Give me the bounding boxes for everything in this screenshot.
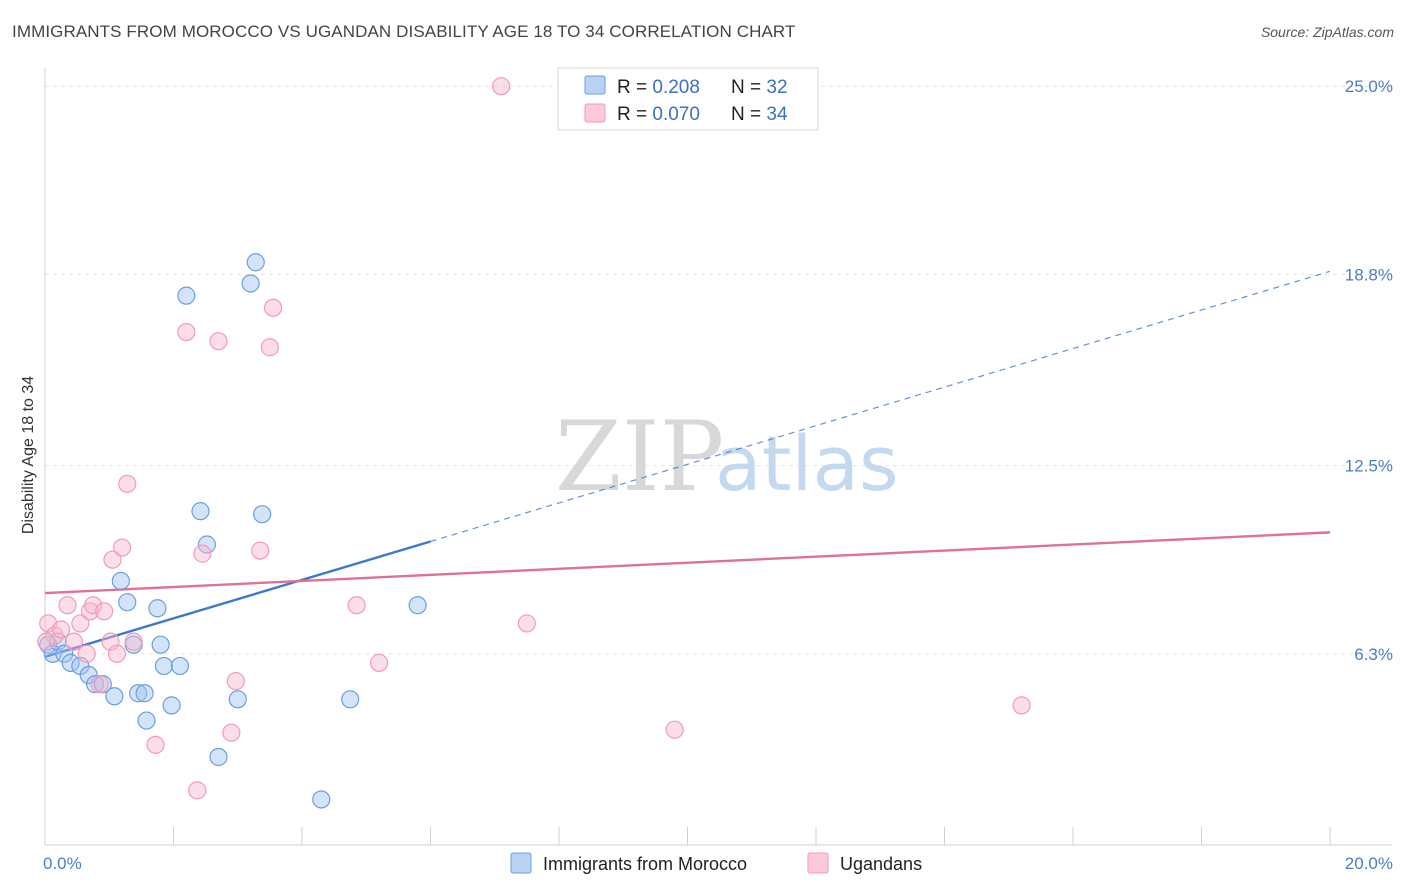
point-series0-21	[177, 286, 196, 305]
legend-r-label-ugandans: R =	[617, 104, 652, 125]
chart-source: Source: ZipAtlas.com	[1260, 24, 1394, 40]
point-series1-33	[37, 632, 56, 651]
point-series0-15	[137, 711, 156, 730]
point-series1-17	[146, 735, 165, 754]
legend-r-value-morocco: 0.208	[652, 77, 700, 98]
point-series1-29	[492, 77, 511, 96]
svg-text:N = 32: N = 32	[731, 77, 788, 98]
point-series0-13	[129, 684, 148, 703]
point-series1-13	[107, 644, 127, 663]
y-tick-label-1: 12.5%	[1345, 457, 1393, 476]
grid-lines	[45, 85, 1392, 655]
svg-text:N = 34: N = 34	[731, 104, 788, 125]
point-series0-18	[154, 656, 173, 676]
point-series1-9	[90, 675, 109, 694]
point-series1-30	[517, 614, 536, 633]
point-series0-9	[105, 687, 124, 706]
trend-line-morocco-dashed	[430, 270, 1331, 543]
legend-n-label-ugandans: N =	[731, 104, 766, 125]
point-series1-22	[222, 723, 241, 742]
point-series1-6	[77, 644, 96, 663]
point-series0-27	[246, 253, 265, 272]
legend-n-value-ugandans: 34	[766, 104, 788, 125]
trend-lines	[44, 270, 1331, 658]
point-series0-3	[55, 644, 74, 663]
legend-swatch-ugandans	[584, 103, 606, 123]
point-series1-20	[193, 544, 212, 563]
point-series0-22	[191, 502, 210, 521]
point-series0-7	[86, 675, 105, 694]
watermark-zip: ZIP	[555, 401, 724, 513]
point-series1-21	[209, 332, 228, 351]
svg-text:R = 0.070: R = 0.070	[617, 104, 700, 125]
x-tick-label-1: 20.0%	[1345, 854, 1393, 873]
point-series1-16	[124, 632, 143, 651]
point-series1-4	[64, 632, 84, 651]
point-series0-10	[111, 571, 130, 591]
point-series0-16	[148, 599, 167, 618]
bottom-legend-swatch-ugandans	[807, 852, 829, 874]
legend-r-label-morocco: R =	[617, 77, 652, 98]
bottom-legend-label-morocco: Immigrants from Morocco	[543, 854, 747, 874]
trend-line-ugandans	[44, 531, 1331, 595]
point-series1-24	[251, 541, 270, 560]
y-tick-label-3: 25.0%	[1345, 77, 1393, 96]
x-tick-label-0: 0.0%	[43, 854, 82, 873]
point-series1-12	[103, 550, 122, 569]
point-series1-15	[118, 474, 137, 493]
data-points	[37, 77, 1031, 809]
y-tick-label-0: 6.3%	[1354, 645, 1393, 664]
bottom-legend-swatch-morocco	[510, 852, 532, 874]
axes	[44, 68, 1392, 846]
legend-r-value-ugandans: 0.070	[652, 104, 700, 125]
point-series1-5	[71, 614, 90, 633]
point-series0-31	[408, 596, 427, 615]
point-series1-28	[370, 653, 389, 672]
bottom-legend-label-ugandans: Ugandans	[840, 854, 922, 874]
point-series0-29	[312, 790, 331, 809]
point-series1-27	[347, 596, 366, 615]
point-series1-23	[226, 672, 245, 691]
point-series1-3	[58, 596, 77, 615]
point-series1-19	[188, 781, 207, 800]
point-series0-17	[151, 635, 170, 654]
point-series0-25	[228, 690, 247, 709]
point-series1-10	[95, 602, 114, 621]
point-series1-18	[177, 322, 196, 342]
point-series0-28	[253, 505, 272, 524]
legend-swatch-morocco	[584, 75, 606, 95]
point-series0-19	[162, 696, 181, 715]
point-series0-11	[118, 593, 137, 612]
point-series1-26	[263, 298, 283, 317]
point-series1-25	[260, 338, 279, 357]
correlation-legend: R = 0.208 N = 32 R = 0.070 N = 34	[557, 67, 819, 131]
point-series0-26	[241, 274, 260, 293]
point-series0-23	[197, 535, 217, 554]
point-series0-30	[341, 690, 360, 709]
point-series1-2	[51, 620, 71, 639]
legend-n-value-morocco: 32	[766, 77, 787, 98]
y-tick-label-2: 18.8%	[1345, 265, 1393, 284]
chart-title: IMMIGRANTS FROM MOROCCO VS UGANDAN DISAB…	[12, 22, 796, 41]
series-legend: Immigrants from Morocco Ugandans	[510, 852, 922, 874]
y-tick-labels: 6.3% 12.5% 18.8% 25.0%	[1345, 77, 1393, 664]
point-series0-14	[135, 684, 154, 703]
point-series1-8	[84, 596, 103, 615]
svg-text:R = 0.208: R = 0.208	[617, 77, 700, 98]
point-series1-14	[112, 538, 132, 557]
legend-n-label-morocco: N =	[731, 77, 766, 98]
watermark-atlas: atlas	[715, 419, 899, 508]
y-axis-label: Disability Age 18 to 34	[20, 376, 37, 534]
point-series1-31	[665, 720, 684, 739]
point-series0-24	[209, 747, 228, 767]
point-series1-32	[1012, 696, 1031, 715]
point-series0-20	[170, 656, 190, 676]
trend-line-morocco-solid	[44, 540, 431, 658]
x-tick-labels: 0.0% 20.0%	[43, 854, 1393, 873]
watermark: ZIP atlas	[555, 401, 899, 513]
